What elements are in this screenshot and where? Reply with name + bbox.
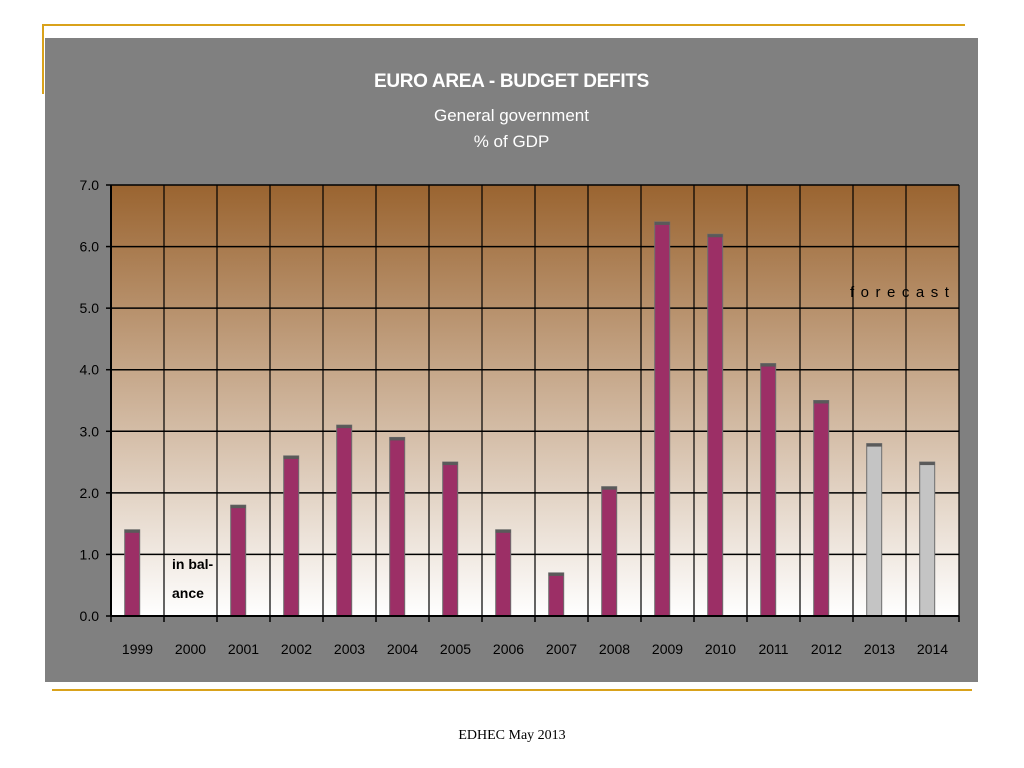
bar-2010 [707,233,724,617]
y-tick-label: 5.0 [80,300,100,316]
bar-top-cap [707,234,723,238]
bar-2007 [548,572,565,617]
y-tick-label: 1.0 [80,546,100,562]
bar-2013 [866,443,883,617]
bar-2003 [336,424,353,617]
forecast-label: forecast [850,284,955,301]
x-tick-label: 2012 [811,641,842,657]
chart-unit-label: % of GDP [473,132,550,151]
chart-panel: EURO AREA - BUDGET DEFITS General govern… [45,38,978,682]
bar-2006 [495,529,512,617]
bar-top-cap [813,400,829,404]
x-tick-label: 2005 [440,641,471,657]
bar-1999 [124,529,141,617]
bar-2005 [442,461,459,617]
bars [124,221,936,617]
bar-2002 [283,455,300,617]
bar-top-cap [548,572,564,576]
bar-2011 [760,363,777,617]
y-tick-label: 3.0 [80,423,100,439]
axes [106,184,960,622]
x-tick-label: 2010 [705,641,736,657]
bar-top-cap [442,462,458,466]
bar-top-cap [866,443,882,447]
x-tick-label: 2013 [864,641,895,657]
x-tick-label: 1999 [122,641,153,657]
bar-top-cap [283,455,299,459]
y-tick-label: 6.0 [80,239,100,255]
x-tick-labels: 1999 2000 2001 2002 2003 2004 2005 2006 2007 2008… [122,641,948,657]
x-tick-label: 2002 [281,641,312,657]
bar-2001 [230,504,247,617]
bar-top-cap [601,486,617,490]
bar-2014 [919,461,936,617]
y-tick-label: 0.0 [80,608,100,624]
x-tick-label: 2008 [599,641,630,657]
in-balance-label-line2: ance [172,585,204,601]
bar-2004 [389,436,406,617]
bar-2009 [654,221,671,617]
x-tick-label: 2003 [334,641,365,657]
bar-top-cap [124,529,140,533]
slide-top-rule [42,24,965,26]
bar-top-cap [336,425,352,429]
x-tick-label: 2000 [175,641,206,657]
bar-top-cap [760,363,776,367]
y-tick-label: 7.0 [80,177,100,193]
x-tick-label: 2007 [546,641,577,657]
chart-title: EURO AREA - BUDGET DEFITS [373,71,650,92]
slide-bottom-rule [52,689,972,691]
x-tick-label: 2011 [758,641,788,657]
x-tick-label: 2001 [228,641,259,657]
grid-lines [110,184,960,617]
bar-top-cap [919,462,935,466]
x-tick-label: 2006 [493,641,524,657]
x-tick-label: 2009 [652,641,683,657]
in-balance-label-line1: in bal- [172,556,214,572]
footer-text: EDHEC May 2013 [458,728,566,743]
chart-subtitle: General government [434,106,589,125]
x-tick-label: 2004 [387,641,418,657]
slide-left-rule [42,24,44,94]
bar-2012 [813,400,830,617]
x-tick-label: 2014 [917,641,948,657]
y-tick-labels: 0.0 1.0 2.0 3.0 4.0 5.0 6.0 7.0 [80,177,100,624]
bar-top-cap [389,437,405,441]
y-tick-label: 4.0 [80,362,100,378]
bar-top-cap [654,221,670,225]
bar-top-cap [495,529,511,533]
y-tick-label: 2.0 [80,485,100,501]
bar-chart: 0.0 1.0 2.0 3.0 4.0 5.0 6.0 7.0 1999 2000 2001 200… [80,177,960,657]
bar-2008 [601,486,618,617]
bar-top-cap [230,505,246,509]
